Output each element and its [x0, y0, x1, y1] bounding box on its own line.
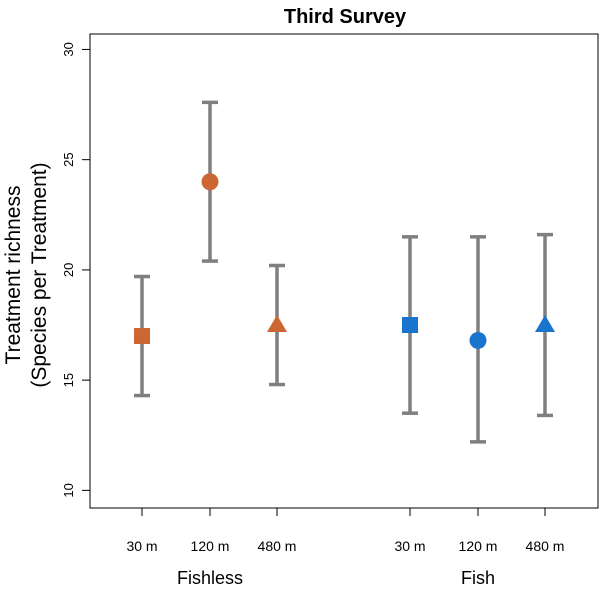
data-points: [134, 173, 555, 349]
group-label: Fishless: [177, 568, 243, 588]
group-label: Fish: [461, 568, 495, 588]
y-axis-title-line-2: (Species per Treatment): [28, 162, 51, 387]
y-axis-title: Treatment richness (Species per Treatmen…: [2, 162, 51, 387]
y-axis: 10 15 20 25 30: [61, 42, 90, 498]
point-triangle: [267, 315, 287, 333]
point-circle: [469, 331, 487, 349]
x-tick-label: 120 m: [191, 538, 230, 554]
x-tick-label: 30 m: [394, 538, 425, 554]
y-axis-title-line-1: Treatment richness: [2, 186, 25, 365]
x-tick-label: 120 m: [459, 538, 498, 554]
y-tick-label: 20: [61, 263, 76, 277]
point-triangle: [535, 315, 555, 333]
x-axis: 30 m 120 m 480 m 30 m 120 m 480 m: [126, 508, 564, 554]
y-tick-label: 10: [61, 483, 76, 497]
error-bars: [134, 100, 553, 444]
plot-frame: [89, 33, 599, 509]
x-tick-label: 480 m: [258, 538, 297, 554]
point-circle: [201, 173, 219, 191]
point-square: [402, 317, 418, 334]
y-tick-label: 25: [61, 152, 76, 166]
point-square: [134, 328, 150, 345]
y-tick-label: 15: [61, 373, 76, 387]
group-labels: Fishless Fish: [177, 568, 495, 588]
chart-title: Third Survey: [284, 6, 407, 28]
y-tick-label: 30: [61, 42, 76, 56]
x-tick-label: 30 m: [126, 538, 157, 554]
x-tick-label: 480 m: [526, 538, 565, 554]
